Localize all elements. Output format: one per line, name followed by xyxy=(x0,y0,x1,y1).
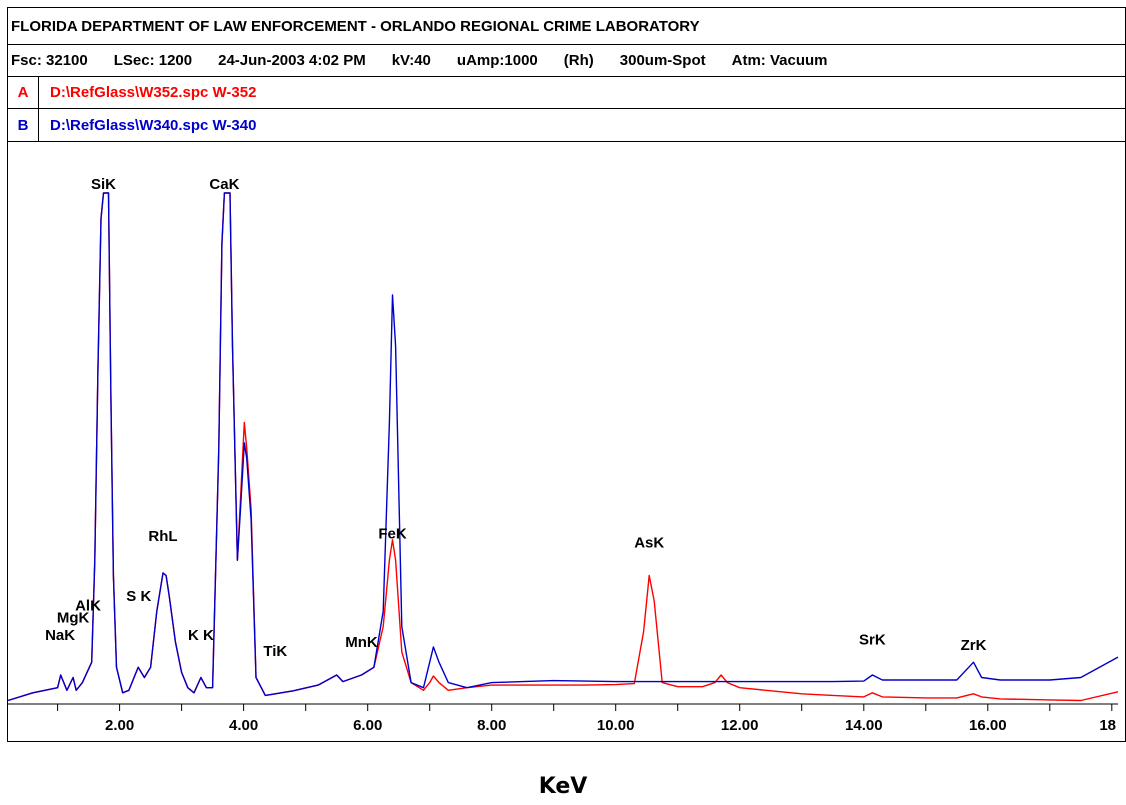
x-axis-label: KeV xyxy=(538,774,588,799)
param-kv: kV:40 xyxy=(391,52,431,69)
spectrum-line-b xyxy=(7,192,1119,702)
peak-label-rhl: RhL xyxy=(148,528,177,545)
x-tick-label: 8.00 xyxy=(477,717,506,734)
peak-label-sk: S K xyxy=(126,588,151,605)
report-title: FLORIDA DEPARTMENT OF LAW ENFORCEMENT - … xyxy=(8,8,1125,45)
param-target: (Rh) xyxy=(563,52,594,69)
peak-label-srk: SrK xyxy=(859,631,886,648)
param-live-seconds: LSec: 1200 xyxy=(113,52,193,69)
peak-label-ask: AsK xyxy=(634,535,664,552)
spectrum-b-slot: B xyxy=(8,109,39,141)
acquisition-params: Fsc: 32100 LSec: 1200 24-Jun-2003 4:02 PM k… xyxy=(8,45,1125,77)
spectrum-a-slot: A xyxy=(8,77,39,108)
param-current: uAmp:1000 xyxy=(456,52,538,69)
param-spot: 300um-Spot xyxy=(619,52,706,69)
peak-label-kk: K K xyxy=(188,627,214,644)
param-live-scale: Fsc: 32100 xyxy=(11,52,88,69)
x-tick-label: 14.00 xyxy=(845,717,883,734)
peak-label-sik: SiK xyxy=(91,176,116,193)
peak-label-zrk: ZrK xyxy=(961,637,987,654)
x-tick-label: 10.00 xyxy=(597,717,635,734)
x-tick-label: 16.00 xyxy=(969,717,1007,734)
x-tick-label: 6.00 xyxy=(353,717,382,734)
peak-label-cak: CaK xyxy=(209,176,239,193)
param-date-time: 24-Jun-2003 4:02 PM xyxy=(218,52,366,69)
x-tick-label: 18 xyxy=(1099,717,1116,734)
x-tick-label: 4.00 xyxy=(229,717,258,734)
spectrum-line-a xyxy=(7,192,1119,702)
x-tick-label: 12.00 xyxy=(721,717,759,734)
peak-label-alk: AlK xyxy=(75,597,101,614)
spectrum-report: FLORIDA DEPARTMENT OF LAW ENFORCEMENT - … xyxy=(7,7,1126,742)
x-tick-label: 2.00 xyxy=(105,717,134,734)
peak-label-fek: FeK xyxy=(378,525,407,542)
spectrum-b-row: B D:\RefGlass\W340.spc W-340 xyxy=(8,109,1125,142)
peak-label-mgk: MgK xyxy=(57,610,90,627)
spectrum-a-row: A D:\RefGlass\W352.spc W-352 xyxy=(8,77,1125,109)
peak-label-nak: NaK xyxy=(45,627,75,644)
peak-label-mnk: MnK xyxy=(345,634,378,651)
param-atmosphere: Atm: Vacuum xyxy=(731,52,828,69)
spectrum-b-file: D:\RefGlass\W340.spc W-340 xyxy=(50,117,257,134)
spectrum-a-file: D:\RefGlass\W352.spc W-352 xyxy=(50,84,257,101)
peak-label-tik: TiK xyxy=(263,643,287,660)
